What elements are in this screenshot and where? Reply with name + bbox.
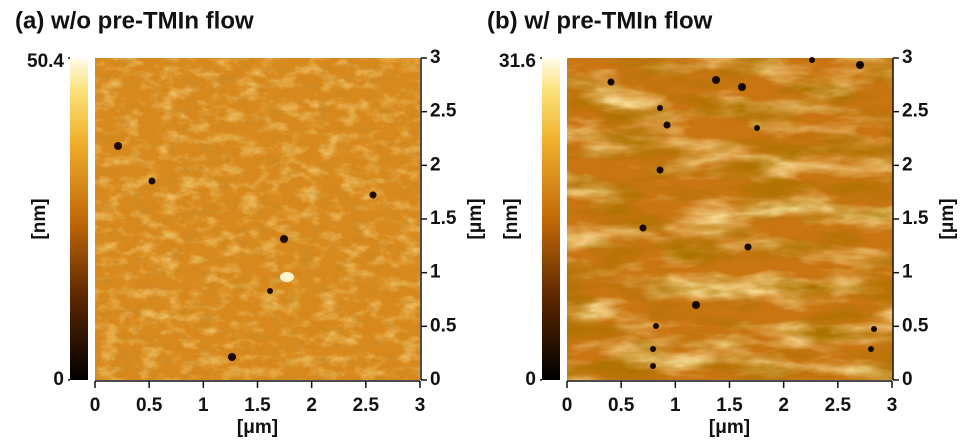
y-tick-label: 1 — [902, 262, 913, 283]
colorbar-tick-label: 0 — [53, 369, 64, 390]
x-tick-label: 0 — [562, 395, 573, 416]
y-axis-label: [μm] — [937, 198, 958, 239]
x-axis-label: [μm] — [237, 417, 278, 438]
x-tick-label: 2 — [306, 395, 317, 416]
y-tick-label: 1.5 — [902, 208, 929, 229]
y-tick-label: 1.5 — [430, 208, 457, 229]
x-tick-label: 1 — [670, 395, 681, 416]
x-tick-label: 3 — [887, 395, 898, 416]
x-tick-label: 1.5 — [244, 395, 271, 416]
y-axis-label: [μm] — [465, 198, 486, 239]
x-tick-label: 2.5 — [825, 395, 852, 416]
x-tick-label: 0 — [90, 395, 101, 416]
y-tick-label: 0.5 — [902, 315, 929, 336]
y-tick-label: 0.5 — [430, 315, 457, 336]
colorbar-tick-label: 50.4 — [27, 51, 64, 72]
y-tick-label: 2 — [902, 154, 913, 175]
colorbar-label: [nm] — [29, 198, 50, 239]
y-tick-label: 0 — [430, 369, 441, 390]
colorbar-tick-label: 31.6 — [499, 51, 536, 72]
panel-title: (a) w/o pre-TMIn flow — [15, 7, 254, 34]
y-tick-label: 3 — [902, 47, 913, 68]
colorbar — [70, 58, 88, 380]
colorbar-label: [nm] — [501, 198, 522, 239]
y-tick-label: 2.5 — [430, 101, 457, 122]
x-tick-label: 1.5 — [716, 395, 743, 416]
x-axis-label: [μm] — [709, 417, 750, 438]
x-tick-label: 0.5 — [136, 395, 163, 416]
surface-a — [95, 58, 420, 380]
y-tick-label: 2.5 — [902, 101, 929, 122]
panel-title: (b) w/ pre-TMIn flow — [487, 7, 713, 34]
surface-b — [567, 57, 893, 380]
colorbar-tick-label: 0 — [525, 369, 536, 390]
x-tick-label: 2 — [778, 395, 789, 416]
y-tick-label: 0 — [902, 369, 913, 390]
y-tick-label: 2 — [430, 154, 441, 175]
y-tick-label: 3 — [430, 47, 441, 68]
x-tick-label: 2.5 — [353, 395, 380, 416]
x-tick-label: 3 — [415, 395, 426, 416]
x-tick-label: 0.5 — [608, 395, 635, 416]
colorbar — [542, 58, 560, 380]
y-tick-label: 1 — [430, 262, 441, 283]
x-tick-label: 1 — [198, 395, 209, 416]
